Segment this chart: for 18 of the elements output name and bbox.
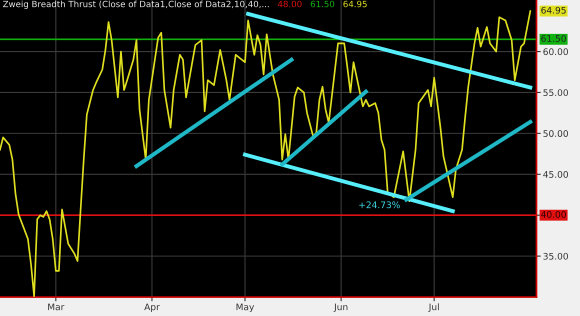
annotation: 61.50 bbox=[310, 0, 334, 8]
x-tick-label: Apr bbox=[144, 304, 160, 312]
annotation: 64.95 bbox=[541, 6, 566, 14]
x-tick-label: Jul bbox=[428, 303, 439, 312]
y-tick-label: 45.00 bbox=[543, 171, 568, 178]
y-tick-label: 60.00 bbox=[543, 48, 568, 56]
chart-title: Zweig Breadth Thrust (Close of Data1,Close of Data2,10,40,... bbox=[3, 0, 269, 9]
x-tick-label: Mar bbox=[48, 304, 64, 310]
ref-line-label: 61.50 bbox=[541, 35, 566, 42]
ref-line-label: 40.00 bbox=[541, 211, 566, 218]
x-tick-label: Jun bbox=[334, 304, 348, 312]
y-tick-label: 35.00 bbox=[543, 252, 568, 260]
y-tick-label: 55.00 bbox=[543, 89, 568, 96]
x-tick-label: May bbox=[236, 304, 254, 312]
annotation: +24.73% bbox=[359, 201, 400, 208]
annotation: 64.95 bbox=[343, 0, 367, 8]
y-tick-label: 50.00 bbox=[543, 130, 568, 137]
annotation: 48.00 bbox=[278, 0, 302, 8]
